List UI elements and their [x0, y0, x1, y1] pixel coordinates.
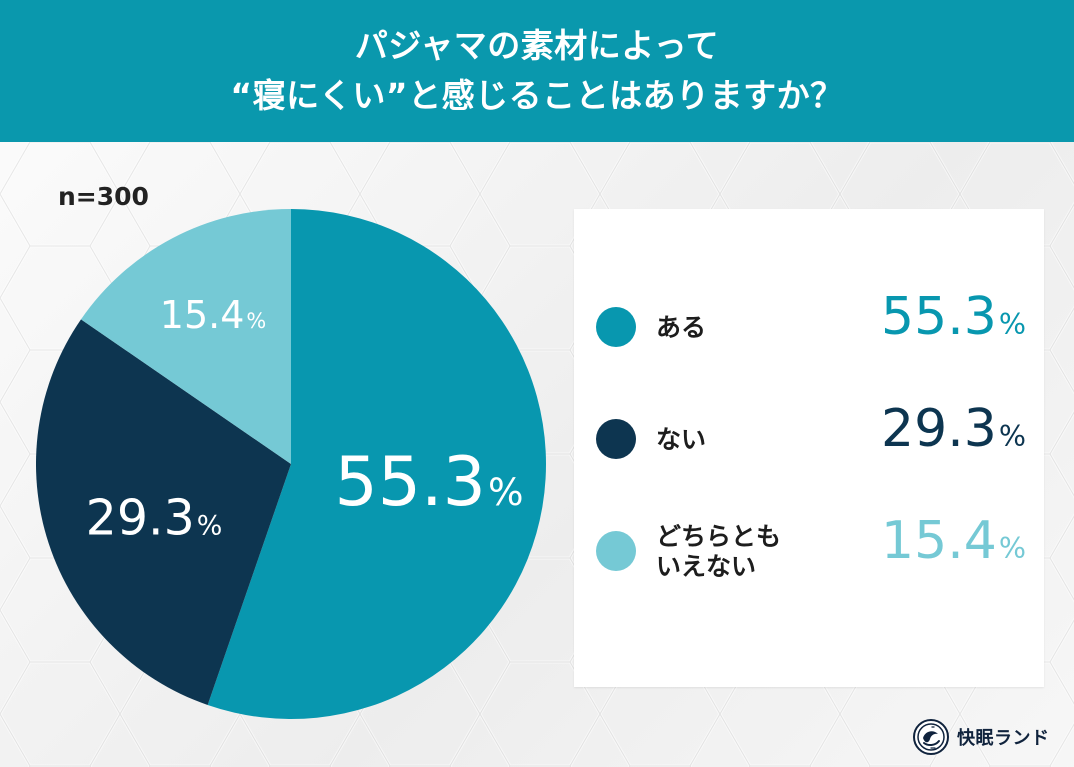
legend-value-aru: 55.3% [881, 291, 1026, 343]
legend-dot-aru [596, 307, 636, 347]
legend-label-dochiratomo: どちらとも いえない [656, 522, 782, 581]
legend-value-nai-number: 29.3 [881, 399, 997, 459]
chart-title-line-2: “寝にくい”と感じることはありますか？ [230, 76, 844, 115]
legend-item-aru: ある 55.3% [574, 272, 1044, 384]
sleep-land-logo-icon [913, 719, 949, 755]
brand-name: 快眠ランド [957, 728, 1050, 749]
chart-title-line-1: パジャマの素材によって [354, 26, 720, 65]
pie-label-aru-unit: % [487, 470, 524, 514]
legend-value-aru-unit: % [998, 307, 1026, 341]
pie-label-dochiratomo-unit: % [246, 309, 267, 333]
legend-item-dochiratomo: どちらとも いえない 15.4% [574, 496, 1044, 608]
pie-label-dochiratomo-value: 15.4 [159, 293, 245, 337]
legend-dot-nai [596, 419, 636, 459]
pie-label-aru-value: 55.3 [334, 443, 486, 522]
chart-header: パジャマの素材によって “寝にくい”と感じることはありますか？ [0, 0, 1074, 142]
legend-label-nai: ない [656, 425, 707, 454]
legend-value-nai: 29.3% [881, 403, 1026, 455]
pie-chart-svg [35, 209, 546, 719]
pie-label-nai-unit: % [196, 510, 223, 542]
pie-slice-dochiratomo [80, 209, 291, 464]
legend-value-nai-unit: % [998, 419, 1026, 453]
legend-value-dochiratomo-number: 15.4 [881, 511, 997, 571]
pie-label-nai: 29.3% [86, 494, 223, 543]
brand-mark: 快眠ランド [913, 719, 1050, 755]
legend-label-aru: ある [656, 313, 707, 342]
pie-label-nai-value: 29.3 [85, 489, 195, 547]
legend-value-dochiratomo: 15.4% [881, 515, 1026, 567]
pie-slice-nai [35, 319, 291, 705]
legend-value-aru-number: 55.3 [881, 287, 997, 347]
pie-label-dochiratomo: 15.4% [160, 296, 266, 334]
legend-value-dochiratomo-unit: % [998, 531, 1026, 565]
chart-legend: ある 55.3% ない 29.3% どちらとも いえない 15.4% [574, 209, 1044, 687]
legend-dot-dochiratomo [596, 531, 636, 571]
pie-label-aru: 55.3% [335, 449, 524, 517]
pie-slice-aru [207, 209, 546, 719]
legend-item-nai: ない 29.3% [574, 384, 1044, 496]
pie-chart: 55.3% 29.3% 15.4% [35, 209, 546, 719]
sample-size-label: n=300 [58, 182, 149, 211]
